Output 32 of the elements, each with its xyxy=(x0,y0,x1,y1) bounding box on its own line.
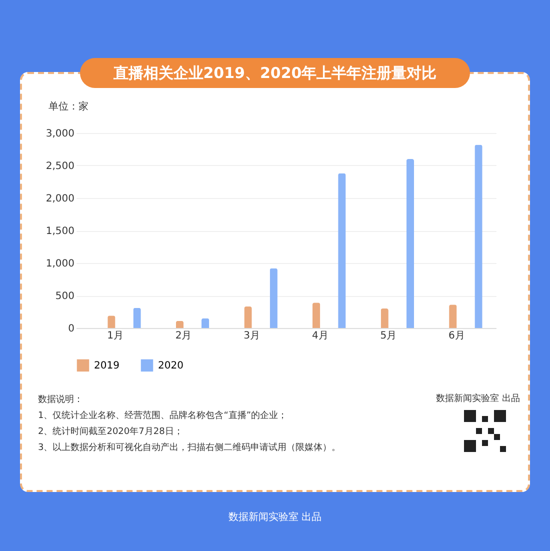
bar xyxy=(244,306,252,328)
text: 1、仅统计企业名称、经营范围、品牌名称包含“直播”的企业； xyxy=(38,410,288,423)
text: 3、以上数据分析和可视化自动产出，扫描右侧二维码申请试用（限媒体）。 xyxy=(38,442,342,455)
bar xyxy=(201,318,210,328)
bar xyxy=(406,159,414,328)
x-tick-label: 3月 xyxy=(244,330,260,342)
y-axis-title: 单位：家 xyxy=(48,100,88,112)
bar xyxy=(176,320,184,328)
chart-title: 直播相关企业2019、2020年上半年注册量对比 xyxy=(80,58,470,88)
x-tick-label: 5月 xyxy=(380,330,397,342)
text: 2、统计时间截至2020年7月28日； xyxy=(38,426,184,439)
x-tick-label: 2月 xyxy=(175,330,192,342)
legend-label: 2019 xyxy=(94,360,120,372)
y-tick-label: 1,500 xyxy=(46,226,74,237)
text: 数据新闻实验室 出品 xyxy=(227,510,323,524)
y-tick-label: 3,000 xyxy=(46,128,74,140)
x-tick-label: 1月 xyxy=(107,330,124,342)
bar xyxy=(312,302,320,328)
x-tick-label: 6月 xyxy=(448,330,465,342)
text: 数据新闻实验室 出品 xyxy=(436,392,520,405)
bar xyxy=(338,173,346,328)
bar xyxy=(474,144,482,328)
y-tick-label: 2,000 xyxy=(46,194,74,204)
y-tick-label: 500 xyxy=(55,291,74,302)
y-tick-label: 2,500 xyxy=(46,161,74,172)
x-tick-label: 4月 xyxy=(312,330,328,342)
y-tick-label: 0 xyxy=(68,324,74,334)
legend-label: 2020 xyxy=(158,360,184,372)
bar xyxy=(380,308,388,328)
y-tick-label: 1,000 xyxy=(46,258,74,270)
bar xyxy=(270,268,278,328)
text: 数据说明： xyxy=(38,395,83,405)
